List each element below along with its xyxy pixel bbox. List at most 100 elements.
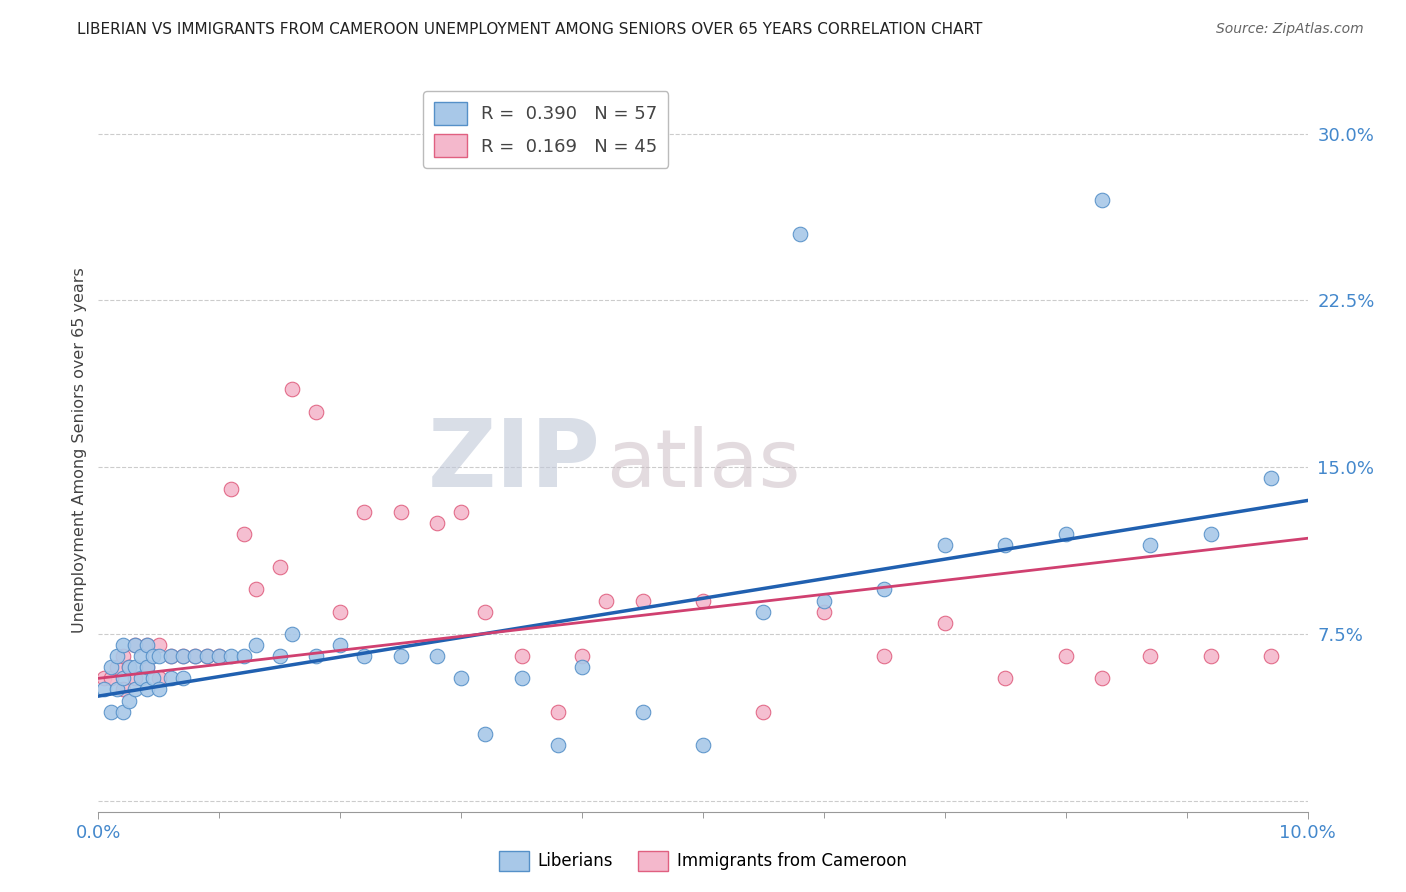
Text: Source: ZipAtlas.com: Source: ZipAtlas.com	[1216, 22, 1364, 37]
Point	[124, 682, 146, 697]
Point	[184, 649, 207, 664]
Point	[1054, 649, 1077, 664]
Point	[208, 649, 231, 664]
Point	[813, 593, 835, 607]
Point	[353, 505, 375, 519]
Point	[245, 582, 267, 597]
Point	[510, 649, 533, 664]
Point	[111, 705, 134, 719]
Point	[105, 649, 128, 664]
Point	[547, 705, 569, 719]
Point	[232, 526, 254, 541]
Point	[100, 705, 122, 719]
Point	[148, 649, 170, 664]
Text: atlas: atlas	[606, 425, 800, 504]
Point	[142, 649, 165, 664]
Point	[1260, 649, 1282, 664]
Point	[105, 660, 128, 674]
Point	[142, 671, 165, 685]
Point	[208, 649, 231, 664]
Point	[426, 516, 449, 530]
Point	[934, 538, 956, 552]
Point	[752, 705, 775, 719]
Point	[135, 638, 157, 652]
Point	[269, 649, 291, 664]
Point	[93, 682, 115, 697]
Point	[160, 671, 183, 685]
Point	[1091, 671, 1114, 685]
Point	[148, 671, 170, 685]
Text: ZIP: ZIP	[427, 416, 600, 508]
Text: LIBERIAN VS IMMIGRANTS FROM CAMEROON UNEMPLOYMENT AMONG SENIORS OVER 65 YEARS CO: LIBERIAN VS IMMIGRANTS FROM CAMEROON UNE…	[77, 22, 983, 37]
Point	[595, 593, 617, 607]
Point	[195, 649, 218, 664]
Point	[118, 660, 141, 674]
Legend: R =  0.390   N = 57, R =  0.169   N = 45: R = 0.390 N = 57, R = 0.169 N = 45	[423, 91, 668, 168]
Point	[305, 404, 328, 418]
Point	[873, 582, 896, 597]
Point	[450, 505, 472, 519]
Y-axis label: Unemployment Among Seniors over 65 years: Unemployment Among Seniors over 65 years	[72, 268, 87, 633]
Point	[1091, 194, 1114, 208]
Point	[1199, 649, 1222, 664]
Point	[547, 738, 569, 752]
Point	[389, 649, 412, 664]
Point	[1260, 471, 1282, 485]
Point	[510, 671, 533, 685]
Point	[1139, 649, 1161, 664]
Point	[873, 649, 896, 664]
Point	[329, 605, 352, 619]
Point	[160, 649, 183, 664]
Point	[148, 682, 170, 697]
Point	[135, 660, 157, 674]
Point	[934, 615, 956, 630]
Point	[172, 649, 194, 664]
Point	[631, 705, 654, 719]
Point	[389, 505, 412, 519]
Point	[994, 671, 1017, 685]
Point	[172, 671, 194, 685]
Point	[245, 638, 267, 652]
Point	[111, 682, 134, 697]
Point	[221, 483, 243, 497]
Point	[118, 660, 141, 674]
Point	[124, 638, 146, 652]
Point	[221, 649, 243, 664]
Legend: Liberians, Immigrants from Cameroon: Liberians, Immigrants from Cameroon	[491, 842, 915, 880]
Point	[631, 593, 654, 607]
Point	[135, 682, 157, 697]
Point	[135, 638, 157, 652]
Point	[105, 682, 128, 697]
Point	[124, 638, 146, 652]
Point	[281, 382, 304, 396]
Point	[195, 649, 218, 664]
Point	[111, 671, 134, 685]
Point	[129, 649, 152, 664]
Point	[1054, 526, 1077, 541]
Point	[129, 671, 152, 685]
Point	[1199, 526, 1222, 541]
Point	[93, 671, 115, 685]
Point	[994, 538, 1017, 552]
Point	[1139, 538, 1161, 552]
Point	[789, 227, 811, 241]
Point	[571, 660, 593, 674]
Point	[813, 605, 835, 619]
Point	[474, 727, 496, 741]
Point	[692, 738, 714, 752]
Point	[752, 605, 775, 619]
Point	[100, 671, 122, 685]
Point	[281, 627, 304, 641]
Point	[124, 660, 146, 674]
Point	[148, 638, 170, 652]
Point	[450, 671, 472, 685]
Point	[118, 693, 141, 707]
Point	[111, 649, 134, 664]
Point	[172, 649, 194, 664]
Point	[353, 649, 375, 664]
Point	[160, 649, 183, 664]
Point	[111, 638, 134, 652]
Point	[426, 649, 449, 664]
Point	[135, 660, 157, 674]
Point	[232, 649, 254, 664]
